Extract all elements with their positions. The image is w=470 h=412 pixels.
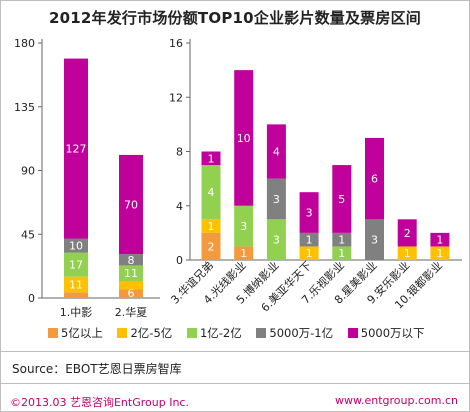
legend-label: 5000万-1亿	[269, 326, 334, 340]
data-label: 1	[436, 234, 443, 247]
legend-item-5yi-plus: 5亿以上	[48, 325, 103, 341]
data-label: 2	[404, 227, 411, 240]
bar-segment	[332, 246, 352, 260]
y-tick-label: 90	[21, 165, 35, 178]
y-tick-label: 4	[176, 200, 183, 213]
bar-segment	[266, 178, 286, 220]
legend-swatch	[117, 328, 128, 338]
bar-segment	[365, 137, 384, 220]
data-label: 5	[338, 193, 345, 206]
data-label: 70	[124, 199, 138, 212]
data-label: 2	[208, 240, 215, 253]
legend-swatch	[347, 328, 358, 338]
y-tick-label: 0	[176, 254, 183, 267]
y-tick-label: 8	[176, 146, 183, 159]
data-label: 1	[338, 247, 345, 260]
legend-item-under-5000wan: 5000万以下	[347, 325, 425, 341]
data-label: 1	[404, 247, 411, 260]
source-note: Source：EBOT艺恩日票房智库	[12, 362, 182, 376]
y-tick-label: 0	[28, 292, 35, 305]
bar-segment	[64, 276, 88, 293]
data-label: 1	[306, 234, 313, 247]
bar-segment	[64, 238, 88, 253]
y-tick-label: 45	[21, 228, 35, 241]
bar-segment	[332, 232, 352, 247]
data-label: 1	[338, 234, 345, 247]
data-label: 3	[306, 207, 313, 220]
y-tick-label: 180	[14, 37, 35, 50]
data-label: 10	[237, 132, 251, 145]
data-label: 6	[128, 287, 135, 300]
bar-segment	[119, 289, 143, 298]
data-label: 1	[436, 247, 443, 260]
data-label: 4	[273, 146, 280, 159]
bar-segment	[299, 232, 319, 247]
bar-segment	[201, 165, 221, 220]
bar-segment	[397, 246, 417, 260]
bar-segment	[266, 124, 286, 179]
legend-item-1yi-2yi: 1亿-2亿	[186, 325, 242, 341]
data-label: 4	[208, 186, 215, 199]
data-label: 11	[69, 279, 83, 292]
bar-segment	[332, 165, 352, 233]
legend-item-5000wan-1yi: 5000万-1亿	[256, 325, 333, 341]
y-tick-label: 135	[14, 101, 35, 114]
copyright-text: ©2013.03 艺恩咨询EntGroup Inc.	[10, 396, 189, 409]
legend-swatch	[256, 328, 267, 338]
bar-segment	[119, 281, 143, 290]
legend-swatch	[186, 328, 197, 338]
legend-label: 5亿以上	[61, 326, 103, 340]
chart-title: 2012年发行市场份额TOP10企业影片数量及票房区间	[48, 9, 421, 27]
bar-segment	[64, 292, 88, 298]
x-tick-label: 1.中影	[60, 306, 93, 319]
legend: 5亿以上 2亿-5亿 1亿-2亿 5000万-1亿 5000万以下	[48, 325, 436, 341]
legend-label: 1亿-2亿	[199, 326, 242, 340]
data-label: 8	[128, 254, 135, 267]
bar-segment	[201, 219, 221, 233]
y-tick-label: 12	[169, 91, 183, 104]
bar-segment	[430, 246, 450, 260]
legend-label: 2亿-5亿	[130, 326, 173, 340]
bar-segment	[119, 254, 143, 266]
data-label: 10	[69, 240, 83, 253]
bar-segment	[397, 219, 417, 247]
data-label: 6	[371, 173, 378, 186]
bar-segment	[299, 246, 319, 260]
data-label: 1	[306, 247, 313, 260]
bar-segment	[234, 246, 254, 260]
y-tick-label: 16	[169, 37, 183, 50]
legend-swatch	[48, 328, 58, 338]
bar-segment	[234, 70, 254, 206]
bar-segment	[266, 219, 286, 260]
data-label: 17	[69, 259, 83, 272]
divider	[0, 383, 470, 384]
bar-segment	[64, 252, 88, 277]
bar-segment	[201, 232, 221, 260]
bar-segment	[299, 192, 319, 233]
data-label: 3	[273, 193, 280, 206]
data-label: 1	[240, 247, 247, 260]
bar-segment	[201, 151, 221, 166]
data-label: 3	[371, 234, 378, 247]
bar-segment	[119, 154, 143, 255]
data-label: 1	[208, 220, 215, 233]
website-link[interactable]: www.entgroup.com.cn	[335, 394, 458, 407]
bar-segment	[365, 219, 384, 260]
data-label: 3	[273, 234, 280, 247]
bar-segment	[234, 205, 254, 247]
legend-label: 5000万以下	[360, 326, 425, 340]
data-label: 1	[208, 152, 215, 165]
legend-item-2yi-5yi: 2亿-5亿	[117, 325, 172, 341]
data-label: 127	[66, 143, 87, 156]
x-tick-label: 2.华夏	[115, 305, 148, 319]
bar-segment	[119, 265, 143, 281]
bar-segment	[430, 232, 450, 247]
data-label: 11	[124, 267, 138, 280]
bar-segment	[64, 58, 88, 239]
divider	[0, 351, 470, 352]
data-label: 3	[240, 220, 247, 233]
